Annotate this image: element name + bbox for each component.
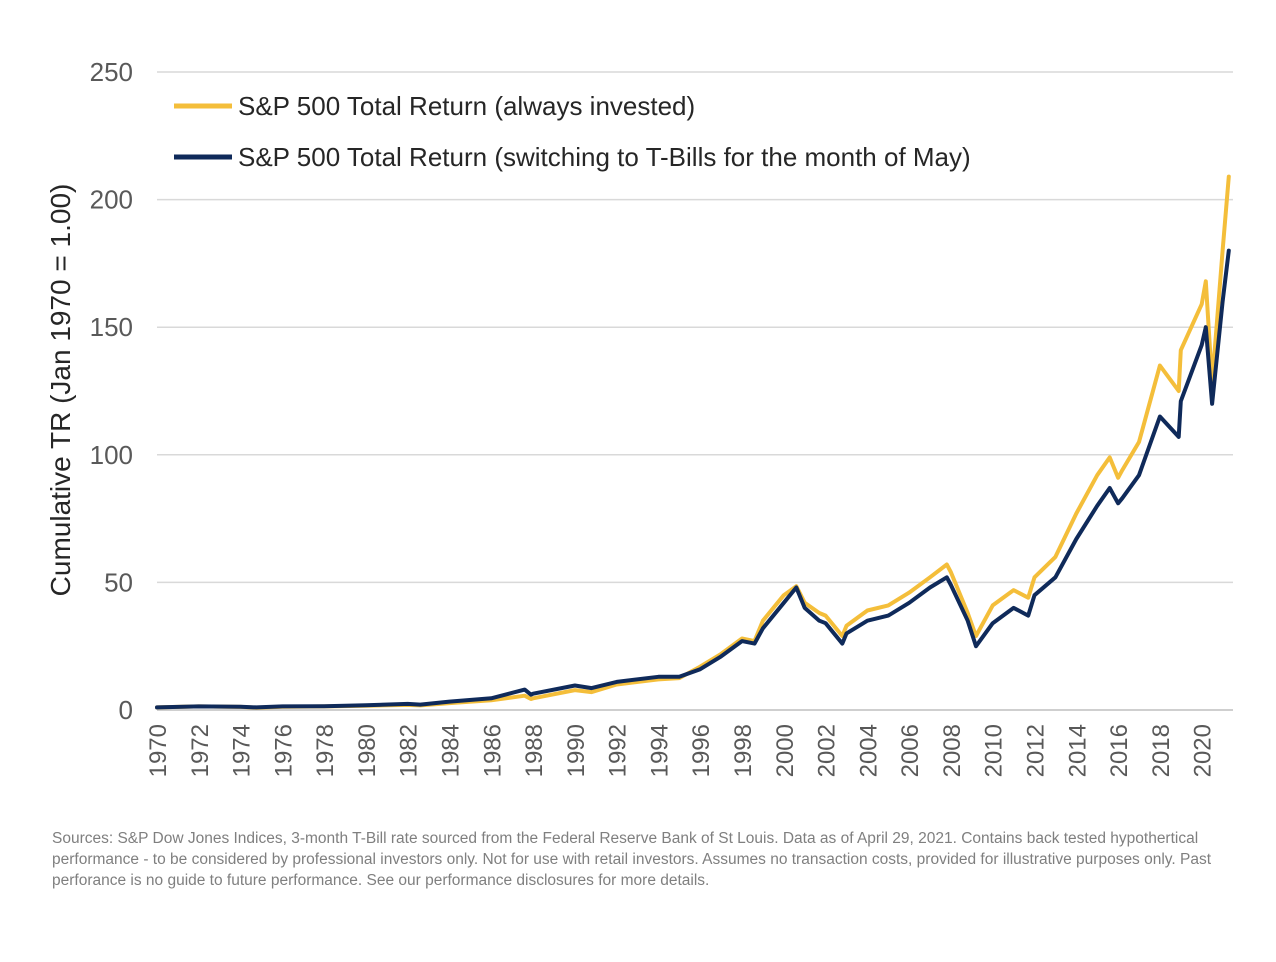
x-tick-label: 1974: [229, 724, 256, 777]
legend-label-switching-may: S&P 500 Total Return (switching to T-Bil…: [238, 142, 971, 172]
x-tick-label: 2012: [1023, 724, 1050, 777]
y-tick-label: 50: [104, 567, 133, 597]
series-lines: [155, 174, 1231, 710]
y-axis-ticks: 0 50 100 150 200 250: [90, 57, 133, 725]
x-tick-label: 1988: [521, 724, 548, 777]
x-tick-label: 1980: [354, 724, 381, 777]
x-tick-label: 2008: [939, 724, 966, 777]
x-tick-label: 2010: [981, 724, 1008, 777]
x-tick-label: 1978: [312, 724, 339, 777]
x-tick-label: 2020: [1190, 724, 1217, 777]
y-axis-title: Cumulative TR (Jan 1970 = 1.00): [45, 184, 76, 597]
x-tick-label: 1994: [646, 724, 673, 777]
x-tick-label: 1972: [187, 724, 214, 777]
y-tick-label: 250: [90, 57, 133, 87]
x-tick-label: 1976: [270, 724, 297, 777]
series-line-always-invested: [155, 174, 1231, 710]
y-tick-label: 100: [90, 440, 133, 470]
source-footnote: Sources: S&P Dow Jones Indices, 3-month …: [52, 830, 1212, 889]
x-tick-label: 1996: [688, 724, 715, 777]
series-line-switching-may: [155, 248, 1231, 710]
legend-item-switching-may: S&P 500 Total Return (switching to T-Bil…: [174, 142, 971, 172]
y-tick-label: 150: [90, 312, 133, 342]
x-axis-ticks: 1970 1972 1974 1976 1978 1980 1982 1984 1986 1988…: [145, 724, 1217, 777]
legend-label-always-invested: S&P 500 Total Return (always invested): [238, 91, 695, 121]
gridlines: [157, 71, 1233, 584]
y-tick-label: 200: [90, 185, 133, 215]
x-tick-label: 1992: [605, 724, 632, 777]
legend: S&P 500 Total Return (always invested) S…: [174, 91, 971, 172]
x-tick-label: 2000: [772, 724, 799, 777]
x-tick-label: 2014: [1064, 724, 1091, 777]
x-tick-label: 2018: [1148, 724, 1175, 777]
x-tick-label: 1970: [145, 724, 172, 777]
x-tick-label: 2006: [897, 724, 924, 777]
x-tick-label: 1990: [563, 724, 590, 777]
x-tick-label: 1986: [479, 724, 506, 777]
legend-item-always-invested: S&P 500 Total Return (always invested): [174, 91, 695, 121]
x-tick-label: 2004: [855, 724, 882, 777]
x-tick-label: 1982: [396, 724, 423, 777]
x-tick-label: 1984: [438, 724, 465, 777]
y-tick-label: 0: [119, 695, 133, 725]
x-tick-label: 2002: [814, 724, 841, 777]
x-tick-label: 2016: [1106, 724, 1133, 777]
x-tick-label: 1998: [730, 724, 757, 777]
